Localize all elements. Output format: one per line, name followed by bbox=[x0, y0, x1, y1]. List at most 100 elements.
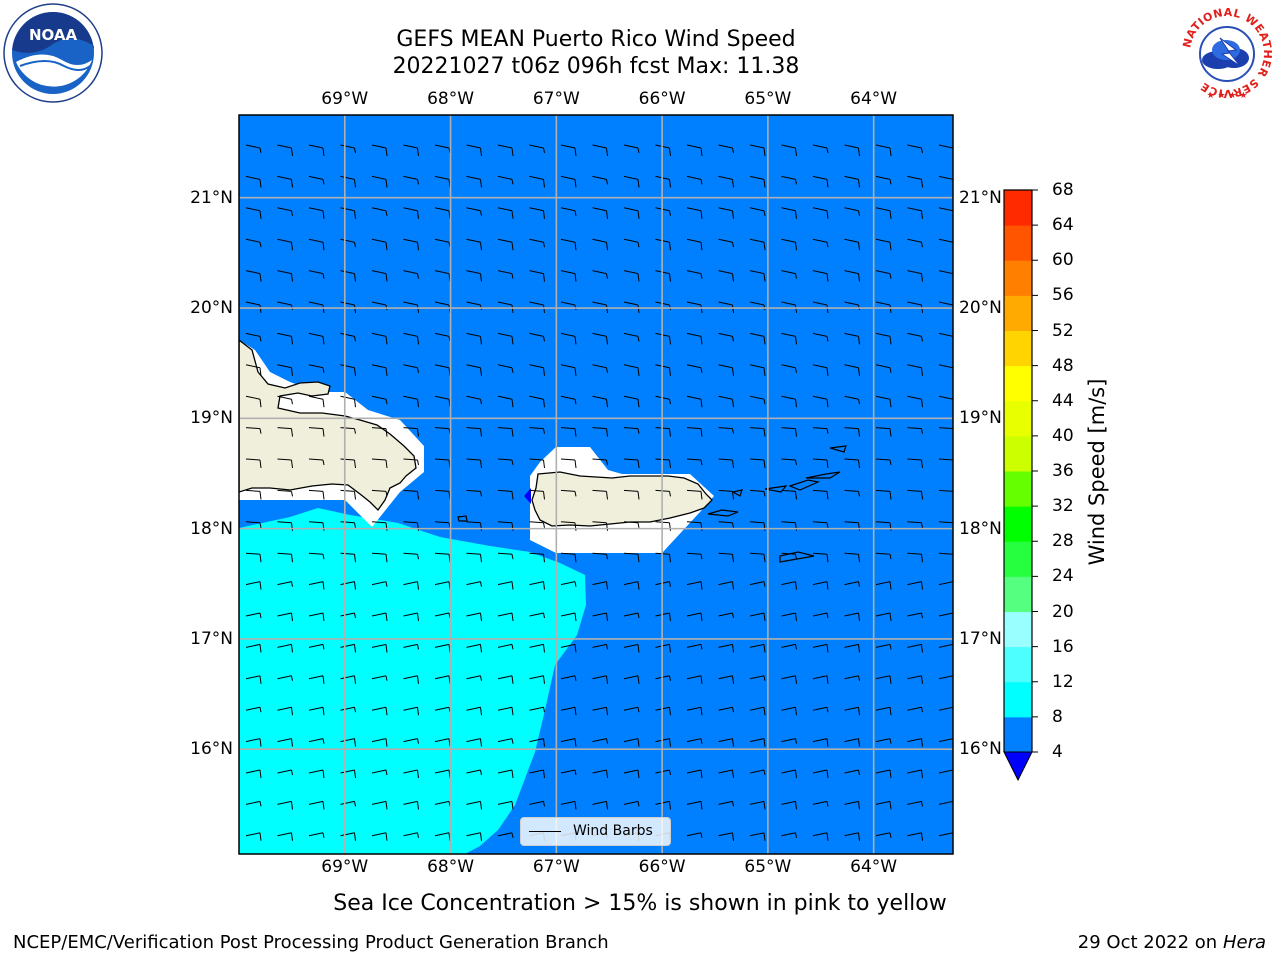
wind-barb bbox=[466, 706, 482, 716]
wind-barb bbox=[277, 175, 293, 188]
wind-barb bbox=[844, 643, 860, 653]
wind-barb bbox=[812, 458, 829, 469]
wind-barb bbox=[875, 364, 892, 373]
wind-barb bbox=[277, 643, 293, 653]
wind-barb bbox=[907, 489, 923, 500]
wind-barb bbox=[277, 612, 293, 622]
wind-barb bbox=[781, 332, 797, 345]
wind-barb bbox=[938, 427, 953, 433]
wind-barb bbox=[340, 207, 356, 219]
wind-barb bbox=[749, 706, 766, 716]
wind-barb bbox=[529, 458, 545, 469]
wind-barb bbox=[938, 706, 953, 712]
wind-barb bbox=[686, 270, 703, 279]
wind-barb bbox=[938, 301, 953, 308]
wind-barb bbox=[340, 521, 356, 528]
wind-barb bbox=[592, 175, 608, 185]
wind-barb bbox=[371, 395, 388, 405]
wind-barb bbox=[245, 332, 262, 342]
wind-barb bbox=[497, 521, 514, 531]
wind-barb bbox=[308, 175, 325, 185]
wind-barb bbox=[497, 832, 514, 838]
wind-barb bbox=[529, 581, 545, 590]
wind-barb bbox=[844, 800, 860, 810]
wind-barb bbox=[308, 706, 325, 716]
wind-barb bbox=[623, 364, 640, 376]
wind-barb bbox=[529, 270, 545, 282]
wind-barb bbox=[560, 738, 577, 747]
wind-barb bbox=[907, 706, 923, 713]
lon-label-top: 67°W bbox=[532, 89, 580, 109]
wind-barb bbox=[340, 395, 356, 408]
lat-label-right: 21°N bbox=[959, 187, 1002, 208]
wind-barb bbox=[308, 581, 325, 590]
wind-barb bbox=[592, 238, 608, 251]
wind-barb bbox=[403, 521, 419, 531]
lat-label-left: 19°N bbox=[190, 408, 233, 429]
wind-barb bbox=[718, 427, 734, 434]
wind-barb bbox=[560, 175, 577, 188]
wind-barb bbox=[403, 364, 419, 373]
wind-barb bbox=[592, 643, 608, 650]
wind-barb bbox=[497, 552, 514, 560]
wind-barb bbox=[907, 395, 923, 408]
wind-barb bbox=[560, 270, 577, 282]
wind-barb bbox=[686, 207, 703, 219]
wind-barb bbox=[718, 800, 734, 807]
wind-barb bbox=[403, 301, 419, 314]
wind-barb bbox=[938, 395, 953, 402]
wind-barb bbox=[623, 301, 640, 314]
colorbar-tick-label: 56 bbox=[1052, 285, 1074, 306]
wind-barb bbox=[718, 175, 734, 188]
wind-barb bbox=[875, 675, 892, 684]
wind-barb bbox=[497, 207, 514, 219]
island-st-thomas bbox=[764, 485, 788, 493]
wind-barb bbox=[466, 364, 482, 376]
wind-barb bbox=[938, 643, 953, 649]
wind-barb bbox=[907, 364, 923, 376]
wind-barb bbox=[529, 612, 545, 619]
wind-barb bbox=[938, 612, 953, 618]
wind-barb bbox=[812, 144, 829, 154]
wind-barb bbox=[529, 800, 545, 807]
colorbar-segment bbox=[1004, 506, 1032, 542]
wind-barb bbox=[371, 675, 388, 681]
wind-barb bbox=[497, 175, 514, 185]
wind-barb bbox=[749, 144, 766, 157]
wind-barb bbox=[938, 207, 953, 214]
wind-barb bbox=[718, 395, 734, 408]
wind-barb bbox=[497, 144, 514, 157]
wind-barb bbox=[844, 207, 860, 216]
wind-barb bbox=[371, 800, 388, 810]
colorbar-tick-label: 12 bbox=[1052, 671, 1074, 692]
wind-barb bbox=[812, 706, 829, 713]
wind-barb bbox=[844, 332, 860, 345]
wind-barb bbox=[592, 612, 608, 622]
wind-barb bbox=[718, 552, 734, 563]
wind-barb bbox=[844, 675, 860, 681]
wind-barb bbox=[812, 521, 829, 528]
wind-barb bbox=[718, 458, 734, 469]
wind-barb bbox=[592, 458, 608, 466]
wind-barb bbox=[560, 521, 577, 531]
wind-barb bbox=[592, 706, 608, 716]
colorbar-tick-label: 64 bbox=[1052, 215, 1074, 236]
wind-barb bbox=[497, 581, 514, 590]
wind-barb bbox=[592, 364, 608, 373]
wind-barb bbox=[308, 301, 325, 314]
wind-barb bbox=[686, 175, 703, 185]
wind-barb bbox=[529, 395, 545, 408]
wind-barb bbox=[466, 675, 482, 681]
island-st-croix bbox=[779, 551, 815, 563]
lon-label-bottom: 67°W bbox=[532, 857, 580, 877]
lon-label-bottom: 69°W bbox=[321, 857, 369, 877]
colorbar-tick-label: 60 bbox=[1052, 250, 1074, 271]
wind-barb bbox=[560, 675, 577, 681]
wind-barb bbox=[560, 395, 577, 405]
wind-barb bbox=[371, 769, 388, 776]
wind-barb bbox=[245, 144, 262, 154]
wind-barb bbox=[403, 832, 419, 838]
svg-text:NOAA: NOAA bbox=[29, 26, 78, 44]
wind-barb bbox=[497, 738, 514, 744]
wind-barb bbox=[245, 207, 262, 219]
